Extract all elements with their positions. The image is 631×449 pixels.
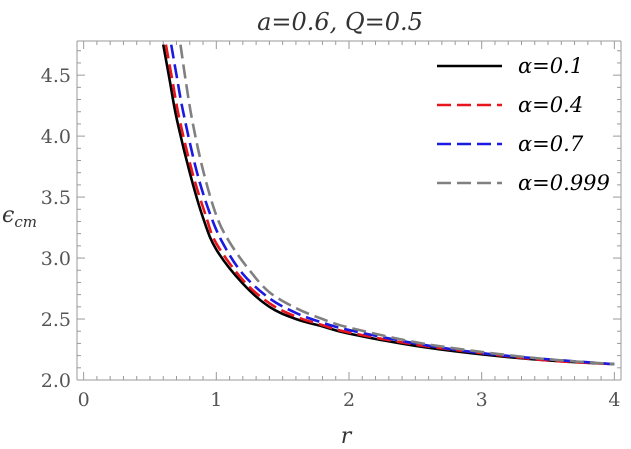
y-axis-label-sub: cm [14, 213, 37, 231]
x-tick-label: 0 [78, 389, 90, 411]
y-tick-label: 4.0 [41, 126, 71, 148]
series-line-2 [164, 44, 615, 366]
legend: α=0.1 α=0.4 α=0.7 α=0.999 [437, 54, 610, 195]
y-tick-label: 4.5 [41, 65, 71, 87]
y-axis-ticks [77, 50, 621, 381]
chart-title: a=0.6, Q=0.5 [257, 8, 423, 36]
legend-label: α=0.1 [518, 54, 583, 78]
y-axis-label-main: ϵ [2, 203, 14, 228]
x-tick-label: 2 [343, 389, 355, 411]
x-axis-tick-labels: 0 1 2 3 4 [78, 389, 621, 411]
legend-label: α=0.4 [518, 93, 583, 117]
x-tick-label: 4 [608, 389, 620, 411]
x-axis-label: r [341, 424, 353, 449]
y-axis-label: ϵcm [2, 203, 37, 231]
y-tick-label: 3.5 [41, 187, 71, 209]
y-tick-label: 2.5 [41, 309, 71, 331]
x-tick-label: 1 [210, 389, 222, 411]
x-axis-ticks [83, 41, 615, 380]
legend-label: α=0.7 [518, 132, 584, 156]
y-axis-tick-labels: 2.0 2.5 3.0 3.5 4.0 4.5 [41, 65, 71, 392]
series-lines [161, 44, 615, 366]
y-tick-label: 2.0 [41, 370, 71, 392]
series-line-4 [179, 44, 615, 366]
legend-label: α=0.999 [518, 171, 610, 195]
x-tick-label: 3 [476, 389, 488, 411]
y-tick-label: 3.0 [41, 248, 71, 270]
